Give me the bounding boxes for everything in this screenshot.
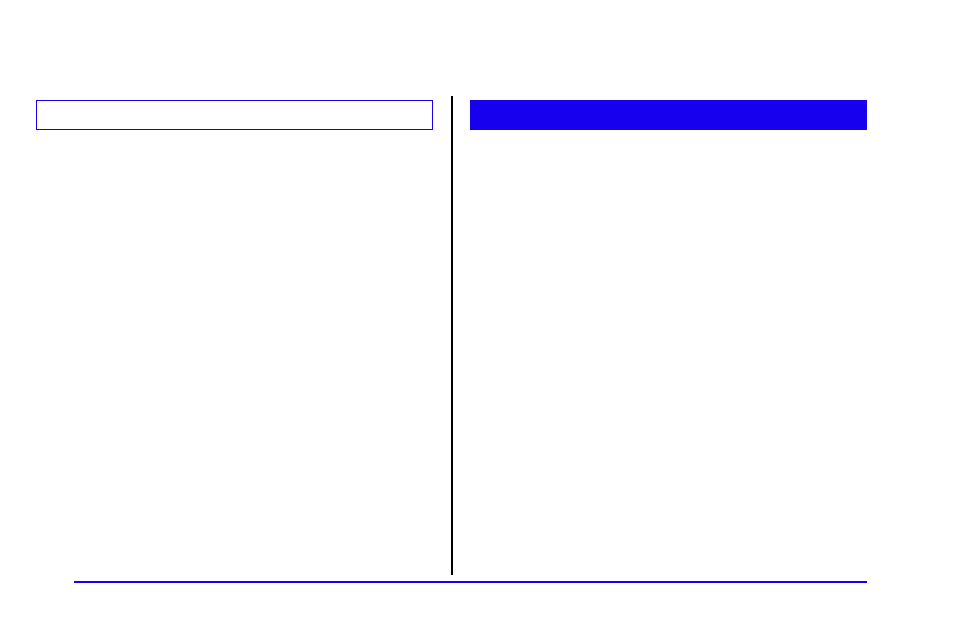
right-filled-box <box>470 100 867 130</box>
vertical-divider <box>451 96 453 575</box>
left-outlined-box <box>36 100 433 130</box>
horizontal-rule <box>74 581 867 583</box>
